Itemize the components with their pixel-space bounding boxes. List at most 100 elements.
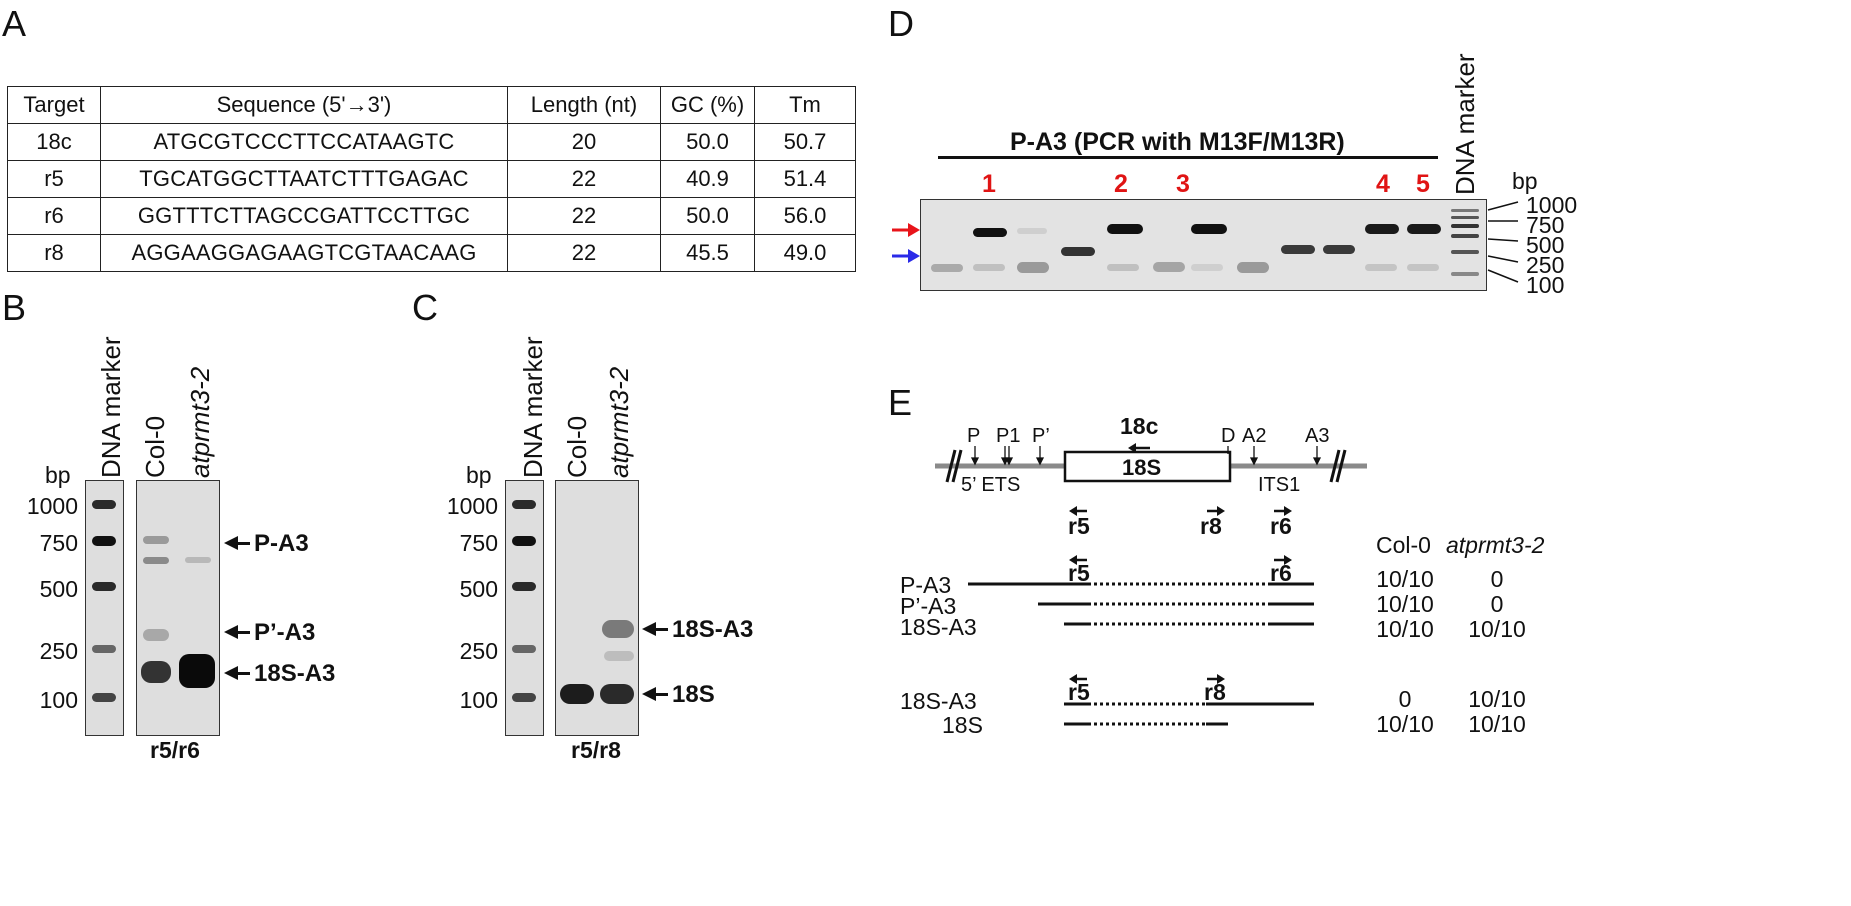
gel-band xyxy=(602,620,634,638)
product-name: 18S-A3 xyxy=(900,614,977,640)
red-arrow-icon xyxy=(892,223,920,237)
arrow-left-icon xyxy=(224,625,238,639)
arrow-left-icon xyxy=(642,622,656,636)
ladder-band xyxy=(92,536,116,546)
product-name: P-A3 xyxy=(900,572,952,598)
table-cell: TGCATGGCTTAATCTTTGAGAC xyxy=(100,160,508,198)
count-col0: 10/10 xyxy=(1376,711,1434,737)
arrow-left-icon xyxy=(224,536,238,550)
gel-band xyxy=(973,228,1007,237)
ladder-band xyxy=(512,500,536,509)
lane-label-col0: Col-0 xyxy=(140,415,170,478)
table-cell: GGTTTCTTAGCCGATTCCTTGC xyxy=(100,197,508,235)
ladder-band xyxy=(92,645,116,653)
ladder-band xyxy=(1451,216,1479,219)
arrow-shaft xyxy=(654,628,668,631)
site-ticks xyxy=(970,446,1322,466)
gel-band xyxy=(1237,262,1269,273)
ladder-band xyxy=(1451,209,1479,212)
cleavage-site-label: A2 xyxy=(1242,425,1267,447)
18s-box xyxy=(1063,450,1232,483)
ladder-band xyxy=(512,645,536,653)
panel-label-a: A xyxy=(2,3,27,44)
count-col0: 10/10 xyxy=(1376,591,1434,617)
table-cell: r8 xyxy=(7,234,101,272)
product-name: 18S-A3 xyxy=(900,688,977,714)
lane-label-col0: Col-0 xyxy=(562,415,592,478)
table-cell: 20 xyxy=(507,123,661,161)
gel-band xyxy=(1365,264,1397,271)
gel-band xyxy=(141,661,171,683)
lane-number: 2 xyxy=(1114,170,1128,198)
lane-number: 3 xyxy=(1176,170,1190,198)
lane-number: 5 xyxy=(1416,170,1430,198)
table-row: r8 AGGAAGGAGAAGTCGTAACAAG 22 45.5 49.0 xyxy=(7,234,856,272)
lane-number: 4 xyxy=(1376,170,1390,198)
table-header: GC (%) xyxy=(660,86,755,124)
primer-arrow-right-icon xyxy=(1272,552,1292,570)
primer-arrow-right-icon xyxy=(1205,671,1225,689)
marker-gel-strip xyxy=(505,480,544,736)
marker-arrows xyxy=(892,223,920,263)
bp-unit-label: bp xyxy=(1512,168,1538,194)
region-label: ITS1 xyxy=(1258,474,1301,496)
gel-band xyxy=(1107,264,1139,271)
ladder-band xyxy=(1451,250,1479,254)
product-lines-group1 xyxy=(968,582,1314,626)
count-mutant: 10/10 xyxy=(1468,711,1526,737)
table-header: Target xyxy=(7,86,101,124)
ladder-label: 750 xyxy=(1526,212,1565,238)
ladder-band xyxy=(92,500,116,509)
table-row: 18c ATGCGTCCCTTCCATAAGTC 20 50.0 50.7 xyxy=(7,123,856,161)
gel-band xyxy=(604,651,634,661)
primer-label: r5 xyxy=(1068,560,1090,586)
count-mutant: 10/10 xyxy=(1468,616,1526,642)
gel-band xyxy=(1281,245,1315,254)
ladder-label: 100 xyxy=(459,687,498,713)
ladder-label: 750 xyxy=(459,530,498,556)
primer-arrow-right-icon xyxy=(1205,503,1225,521)
arrow-shaft xyxy=(236,542,250,545)
gel-band xyxy=(1365,224,1399,234)
gel-band xyxy=(973,264,1005,271)
gel-band xyxy=(1107,224,1143,234)
primer-label: r5 xyxy=(1068,679,1090,705)
gel-band xyxy=(1017,262,1049,273)
product-name: P’-A3 xyxy=(900,593,957,619)
ladder-band xyxy=(92,582,116,591)
cleavage-site-label: P1 xyxy=(996,425,1021,447)
band-label: P-A3 xyxy=(254,530,309,557)
gel-band xyxy=(1017,228,1047,234)
ladder-band xyxy=(1451,272,1479,276)
primer-pair-label: r5/r6 xyxy=(150,737,200,763)
table-header: Length (nt) xyxy=(507,86,661,124)
ladder-label: 250 xyxy=(459,638,498,664)
gel-band xyxy=(1061,247,1095,256)
gel-band xyxy=(185,557,211,563)
break-mark-icon xyxy=(945,449,963,483)
ladder-label: 250 xyxy=(39,638,78,664)
primer-pair-label: r5/r8 xyxy=(571,737,621,763)
product-lines-group2 xyxy=(1064,702,1314,726)
lane-label-mutant: atprmt3-2 xyxy=(604,366,634,478)
table-cell: 49.0 xyxy=(754,234,856,272)
table-cell: 40.9 xyxy=(660,160,755,198)
marker-lane-label: DNA marker xyxy=(1450,53,1480,195)
ladder-label: 750 xyxy=(39,530,78,556)
ladder-label: 1000 xyxy=(1526,192,1578,218)
ladder-band xyxy=(512,536,536,546)
count-col0: 0 xyxy=(1398,686,1412,712)
table-cell: 56.0 xyxy=(754,197,856,235)
gel-band xyxy=(179,654,215,688)
bp-unit-label: bp xyxy=(45,462,71,488)
table-cell: 50.0 xyxy=(660,123,755,161)
gel-band xyxy=(1191,224,1227,234)
colony-pcr-gel xyxy=(920,199,1487,291)
ladder-label: 1000 xyxy=(446,493,498,519)
band-label: 18S-A3 xyxy=(672,616,754,643)
sample-gel xyxy=(136,480,220,736)
table-cell: 50.0 xyxy=(660,197,755,235)
table-cell: r6 xyxy=(7,197,101,235)
count-col0: 10/10 xyxy=(1376,616,1434,642)
panel-label-d: D xyxy=(888,3,914,44)
